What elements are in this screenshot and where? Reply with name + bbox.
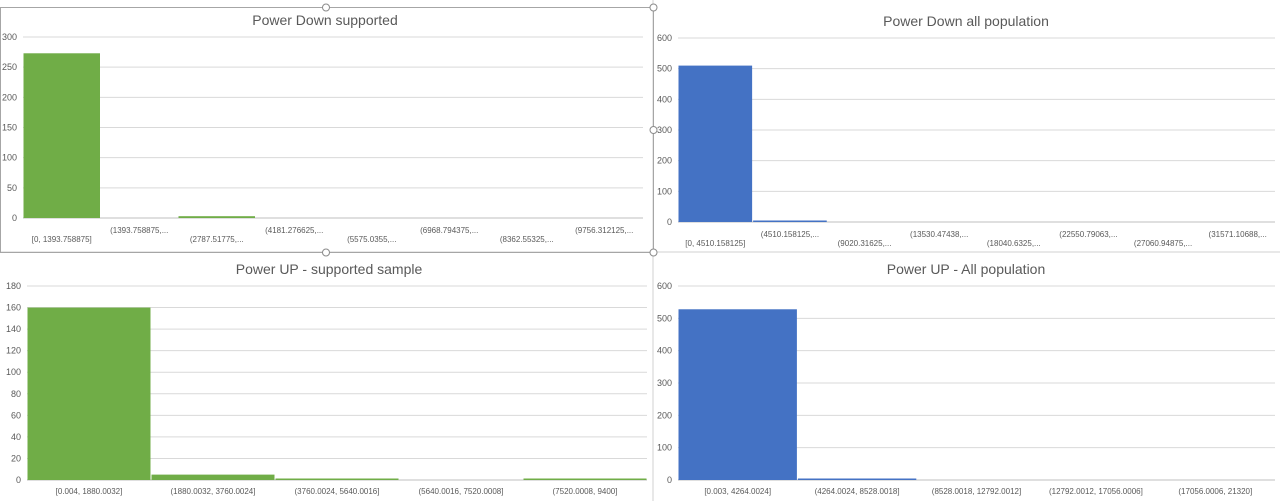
x-tick-label: (7520.0008, 9400] (553, 487, 618, 496)
bar[interactable] (678, 65, 753, 222)
chart-title: Power Down all population (883, 13, 1049, 29)
x-tick-label: (4181.276625,... (265, 226, 323, 235)
y-tick-label: 80 (11, 389, 21, 399)
y-tick-label: 500 (657, 64, 672, 74)
x-tick-label: (3760.0024, 5640.0016] (295, 487, 380, 496)
bar[interactable] (523, 478, 647, 481)
y-tick-label: 200 (657, 410, 672, 420)
x-tick-label: (27060.94875,... (1134, 239, 1192, 248)
x-tick-label: (4510.158125,... (761, 230, 819, 239)
y-tick-label: 0 (667, 475, 672, 485)
y-tick-label: 600 (657, 281, 672, 291)
x-tick-label: (5640.0016, 7520.0008] (419, 487, 504, 496)
bar[interactable] (678, 309, 797, 480)
y-tick-label: 300 (657, 378, 672, 388)
y-tick-label: 400 (657, 346, 672, 356)
x-tick-label: (2787.51775,... (190, 235, 244, 244)
x-tick-label: (31571.10688,... (1209, 230, 1267, 239)
y-tick-label: 250 (2, 62, 17, 72)
bar[interactable] (797, 478, 917, 481)
x-tick-label: (17056.0006, 21320] (1178, 487, 1252, 496)
y-tick-label: 180 (6, 281, 21, 291)
y-tick-label: 300 (657, 125, 672, 135)
resize-handle-top-right[interactable] (649, 3, 658, 12)
bar[interactable] (151, 474, 275, 480)
y-tick-label: 20 (11, 453, 21, 463)
y-tick-label: 50 (7, 183, 17, 193)
resize-handle-top-middle[interactable] (322, 3, 330, 12)
x-tick-label: [0.004, 1880.0032] (56, 487, 123, 496)
chart-title: Power UP - All population (887, 261, 1046, 277)
x-tick-label: [0.003, 4264.0024] (704, 487, 771, 496)
y-tick-label: 40 (11, 432, 21, 442)
y-tick-label: 100 (6, 367, 21, 377)
y-tick-label: 100 (657, 186, 672, 196)
x-tick-label: [0, 4510.158125] (685, 239, 745, 248)
y-tick-label: 160 (6, 303, 21, 313)
y-tick-label: 120 (6, 346, 21, 356)
resize-handle-bottom-right[interactable] (649, 248, 658, 257)
x-tick-label: (13530.47438,... (910, 230, 968, 239)
x-tick-label: (4264.0024, 8528.0018] (815, 487, 900, 496)
chart-power-down-supported[interactable]: Power Down supported 0 50 100 150 200 250 300 [… (2, 12, 643, 244)
y-tick-label: 100 (2, 153, 17, 163)
x-tick-label: (5575.0355,... (347, 235, 396, 244)
y-tick-label: 150 (2, 123, 17, 133)
y-tick-label: 600 (657, 33, 672, 43)
x-tick-label: (8362.55325,... (500, 235, 554, 244)
y-tick-label: 100 (657, 443, 672, 453)
y-tick-label: 500 (657, 313, 672, 323)
x-tick-label: (22550.79063,... (1059, 230, 1117, 239)
x-tick-label: [0, 1393.758875] (32, 235, 92, 244)
chart-power-up-all-population[interactable]: Power UP - All population 0 100 200 300 400 5… (657, 261, 1275, 496)
chart-title: Power Down supported (252, 12, 398, 28)
bar[interactable] (27, 307, 151, 480)
x-tick-label: (12792.0012, 17056.0006] (1049, 487, 1143, 496)
y-tick-label: 0 (667, 217, 672, 227)
x-tick-label: (9020.31625,... (838, 239, 892, 248)
x-tick-label: (8528.0018, 12792.0012] (932, 487, 1021, 496)
bar[interactable] (23, 53, 101, 218)
x-tick-label: (6968.794375,... (420, 226, 478, 235)
x-tick-label: (1880.0032, 3760.0024] (171, 487, 256, 496)
y-tick-label: 60 (11, 410, 21, 420)
resize-handle-bottom-middle[interactable] (322, 248, 330, 257)
resize-handle-middle-right[interactable] (649, 126, 658, 134)
y-tick-label: 0 (12, 213, 17, 223)
chart-power-up-supported-sample[interactable]: Power UP - supported sample 0 20 40 60 80 100… (6, 261, 647, 496)
y-tick-label: 200 (2, 92, 17, 102)
y-tick-label: 140 (6, 324, 21, 334)
x-tick-label: (9756.312125,... (575, 226, 633, 235)
y-tick-label: 0 (16, 475, 21, 485)
y-tick-label: 200 (657, 156, 672, 166)
bar[interactable] (753, 220, 827, 223)
x-tick-label: (1393.758875,... (110, 226, 168, 235)
bar[interactable] (275, 478, 399, 481)
x-tick-label: (18040.6325,... (987, 239, 1041, 248)
y-tick-label: 300 (2, 32, 17, 42)
chart-power-down-all-population[interactable]: Power Down all population 0 100 200 300 400 5… (657, 13, 1275, 248)
chart-title: Power UP - supported sample (236, 261, 423, 277)
bar[interactable] (178, 216, 256, 218)
y-tick-label: 400 (657, 94, 672, 104)
